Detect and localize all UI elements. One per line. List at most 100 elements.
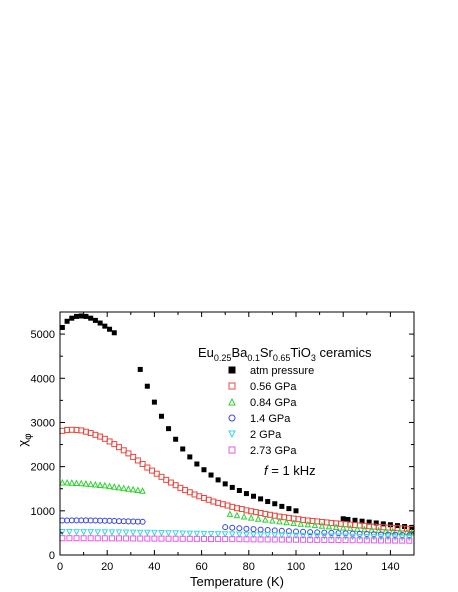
- data-point: [240, 512, 248, 520]
- data-point: [214, 531, 222, 538]
- legend-marker: [228, 446, 236, 454]
- data-point: [186, 535, 193, 542]
- data-point: [207, 530, 215, 538]
- data-point: [64, 318, 70, 324]
- data-point: [125, 485, 132, 492]
- data-point: [293, 536, 299, 543]
- data-point: [108, 535, 115, 542]
- data-point: [276, 517, 283, 525]
- data-point: [101, 535, 108, 542]
- y-axis-title-sub: φ: [23, 433, 34, 440]
- data-point: [137, 366, 143, 372]
- data-point: [361, 525, 368, 533]
- x-axis-title: Temperature (K): [190, 574, 284, 589]
- data-point: [92, 317, 98, 323]
- data-point: [73, 479, 80, 486]
- data-point: [59, 324, 65, 330]
- x-tick-label: 120: [334, 561, 352, 573]
- data-point: [314, 536, 321, 543]
- data-point: [151, 399, 157, 405]
- frequency-annotation: f = 1 kHz: [264, 463, 316, 478]
- data-point: [285, 536, 292, 543]
- data-point: [120, 447, 127, 454]
- data-point: [222, 481, 228, 487]
- series-layer: [59, 313, 415, 544]
- data-point: [200, 530, 208, 538]
- data-point: [139, 487, 146, 494]
- y-tick-label: 2000: [31, 462, 55, 474]
- data-point: [342, 537, 349, 544]
- composition-part: TiO: [290, 345, 310, 360]
- data-point: [356, 530, 363, 537]
- data-point: [122, 529, 130, 537]
- data-point: [129, 485, 137, 493]
- legend-item: 0.56 GPa: [228, 381, 297, 393]
- data-point: [125, 450, 132, 457]
- data-point: [278, 536, 285, 543]
- data-point: [111, 441, 118, 448]
- data-point: [215, 477, 221, 483]
- data-point: [94, 529, 102, 536]
- data-point: [149, 467, 156, 474]
- data-point: [158, 473, 165, 480]
- data-point: [257, 536, 264, 543]
- data-point: [228, 531, 236, 539]
- data-point: [328, 529, 335, 536]
- data-point: [271, 536, 278, 543]
- data-point: [172, 535, 179, 542]
- data-point: [349, 537, 356, 544]
- legend-marker: [228, 414, 236, 422]
- data-point: [144, 383, 150, 389]
- data-point: [236, 536, 243, 543]
- data-point: [153, 470, 160, 477]
- data-point: [311, 521, 319, 529]
- data-point: [285, 528, 292, 535]
- data-point: [92, 480, 99, 488]
- data-point: [339, 523, 347, 531]
- data-point: [243, 525, 250, 532]
- legend-item: 1.4 GPa: [228, 413, 291, 425]
- data-point: [233, 511, 241, 519]
- data-point: [80, 535, 87, 542]
- y-axis-title-main: χ: [15, 440, 30, 447]
- data-point: [304, 520, 312, 528]
- data-point: [384, 534, 392, 542]
- data-point: [200, 535, 207, 542]
- data-point: [354, 525, 361, 532]
- data-point: [66, 529, 73, 536]
- data-point: [293, 508, 299, 514]
- data-point: [111, 330, 117, 336]
- data-point: [215, 536, 222, 543]
- legend-label: 1.4 GPa: [250, 413, 291, 425]
- data-point: [165, 535, 172, 542]
- data-point: [194, 461, 200, 467]
- data-point: [286, 506, 292, 512]
- data-point: [172, 530, 179, 537]
- legend-label: 0.84 GPa: [250, 397, 297, 409]
- data-point: [69, 315, 75, 321]
- data-point: [201, 467, 207, 473]
- data-point: [229, 484, 235, 490]
- x-tick-label: 40: [148, 561, 160, 573]
- data-point: [102, 323, 108, 329]
- data-point: [137, 535, 144, 542]
- composition-part: 0.1: [247, 353, 260, 363]
- legend-marker: [228, 397, 236, 406]
- legend-marker: [228, 366, 236, 374]
- composition-annotation: Eu0.25Ba0.1Sr0.65TiO3 ceramics: [198, 345, 372, 363]
- data-point: [222, 524, 229, 531]
- data-point: [363, 537, 370, 544]
- data-point: [82, 480, 90, 487]
- data-point: [297, 520, 305, 527]
- data-point: [265, 499, 271, 505]
- data-point: [406, 537, 413, 544]
- data-point: [247, 514, 255, 521]
- data-point: [115, 483, 123, 491]
- data-point: [229, 536, 236, 543]
- legend-item: atm pressure: [228, 365, 314, 377]
- data-point: [272, 501, 278, 507]
- data-point: [368, 526, 375, 533]
- data-point: [264, 532, 271, 539]
- data-point: [292, 532, 300, 540]
